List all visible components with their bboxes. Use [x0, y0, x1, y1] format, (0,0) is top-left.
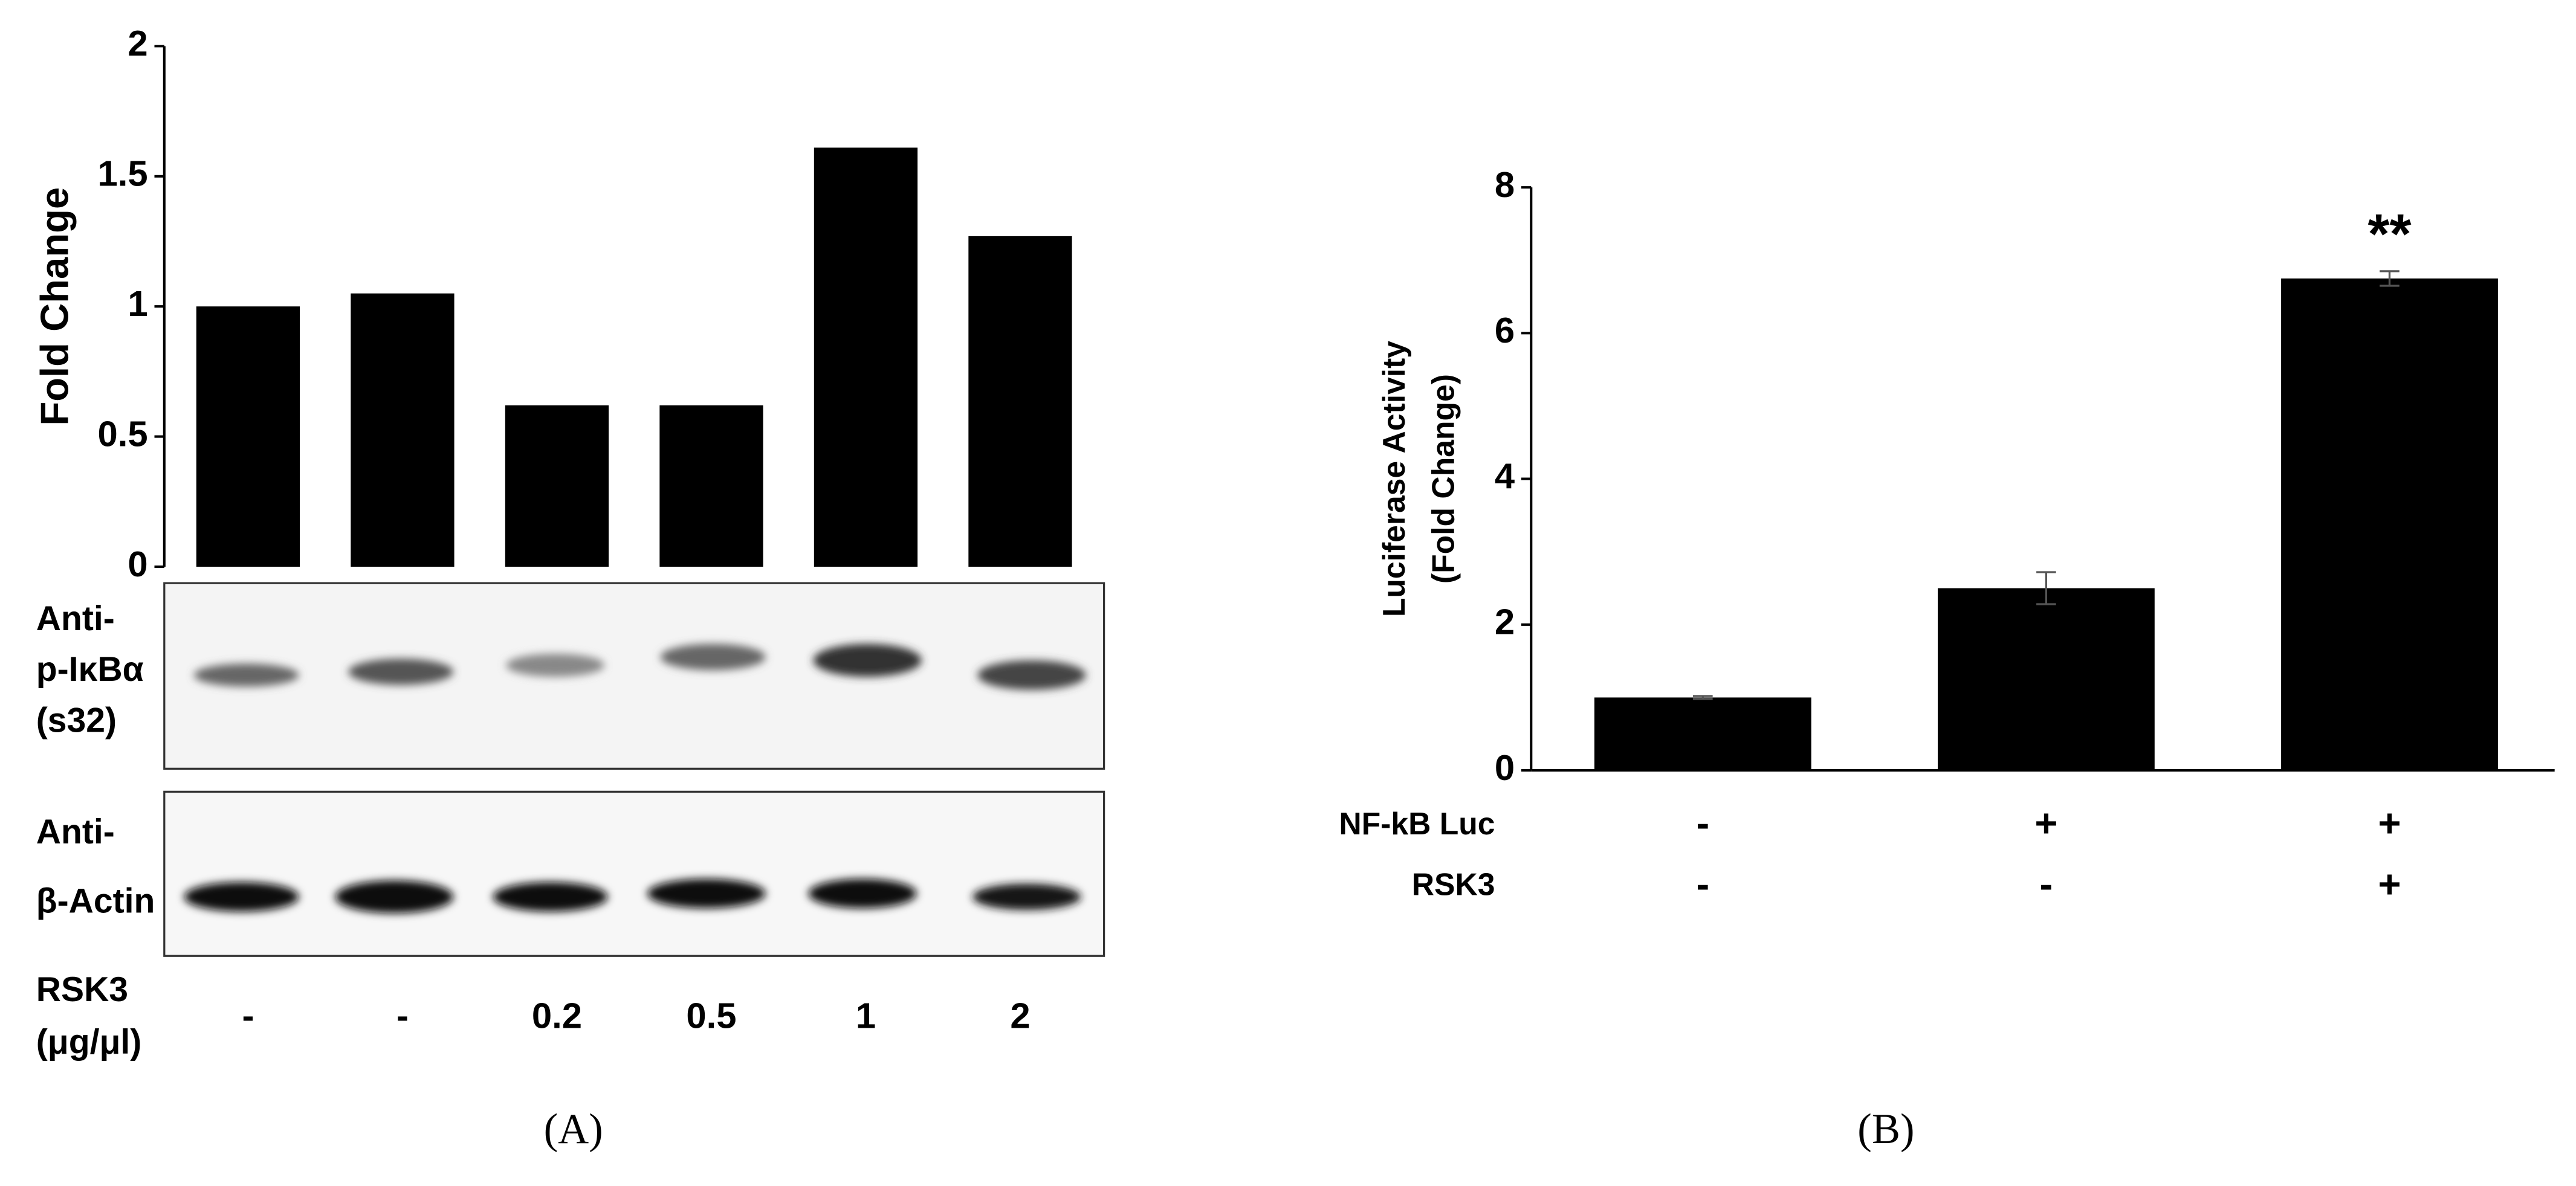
- band: [184, 881, 299, 912]
- blot-panel: [163, 582, 1105, 770]
- x-tick-label: 1: [856, 995, 876, 1036]
- bar: [1594, 697, 1811, 771]
- y-tick-label: 6: [1495, 310, 1515, 350]
- condition-sign: +: [2378, 862, 2401, 906]
- x-tick-label: 0.5: [686, 995, 736, 1036]
- band: [348, 659, 454, 685]
- bar: [505, 405, 609, 567]
- y-tick-label: 0.5: [98, 413, 148, 454]
- y-tick-label: 2: [128, 23, 147, 63]
- band: [647, 878, 766, 909]
- annotation: **: [2368, 202, 2412, 265]
- bar: [1938, 588, 2155, 771]
- bar: [659, 405, 763, 567]
- error-bar: [1693, 695, 1713, 700]
- error-bar: [2380, 270, 2400, 287]
- x-axis-label: RSK3: [36, 970, 128, 1009]
- panel-label: (A): [544, 1106, 603, 1153]
- x-tick-label: -: [242, 995, 254, 1036]
- blot-label: Anti-: [36, 813, 115, 851]
- blot-bands: [184, 878, 1081, 914]
- bar: [814, 147, 918, 567]
- y-tick-label: 0: [1495, 747, 1515, 788]
- blot-bands: [193, 643, 1086, 690]
- blot-label: β-Actin: [36, 881, 155, 920]
- y-tick-label: 8: [1495, 164, 1515, 205]
- bar: [196, 306, 300, 567]
- y-tick-label: 0: [128, 544, 147, 584]
- band: [506, 654, 605, 677]
- condition-name: RSK3: [1412, 867, 1495, 902]
- y-axis-label: (Fold Change): [1426, 374, 1461, 584]
- bar: [968, 236, 1072, 567]
- y-tick-label: 2: [1495, 602, 1515, 642]
- x-tick-label: 0.2: [532, 995, 582, 1036]
- blot-label: p-IκBα: [36, 650, 144, 689]
- condition-sign: +: [2034, 801, 2057, 845]
- band: [972, 883, 1081, 910]
- band: [813, 643, 922, 677]
- band: [808, 878, 917, 909]
- band: [493, 881, 608, 912]
- bar: [351, 293, 455, 567]
- x-tick-label: 2: [1010, 995, 1030, 1036]
- condition-name: NF-kB Luc: [1339, 806, 1495, 841]
- blot-panel: [163, 790, 1105, 957]
- y-tick-label: 4: [1495, 456, 1515, 496]
- panel-label: (B): [1857, 1106, 1914, 1153]
- y-tick-label: 1.5: [98, 153, 148, 194]
- y-axis-label: Fold Change: [32, 187, 76, 426]
- band: [193, 663, 299, 687]
- condition-sign: -: [2040, 862, 2053, 906]
- y-axis-label: Luciferase Activity: [1376, 341, 1411, 617]
- blot-label: (s32): [36, 701, 117, 740]
- band: [335, 880, 454, 914]
- band: [660, 643, 766, 671]
- condition-sign: -: [1696, 801, 1709, 845]
- x-axis-label: (μg/μl): [36, 1023, 141, 1062]
- y-tick-label: 1: [128, 283, 147, 324]
- error-bar: [2036, 571, 2056, 605]
- bar: [2281, 278, 2498, 771]
- condition-sign: +: [2378, 801, 2401, 845]
- condition-sign: -: [1696, 862, 1709, 906]
- blot-label: Anti-: [36, 599, 115, 638]
- band: [977, 660, 1086, 690]
- x-tick-label: -: [396, 995, 409, 1036]
